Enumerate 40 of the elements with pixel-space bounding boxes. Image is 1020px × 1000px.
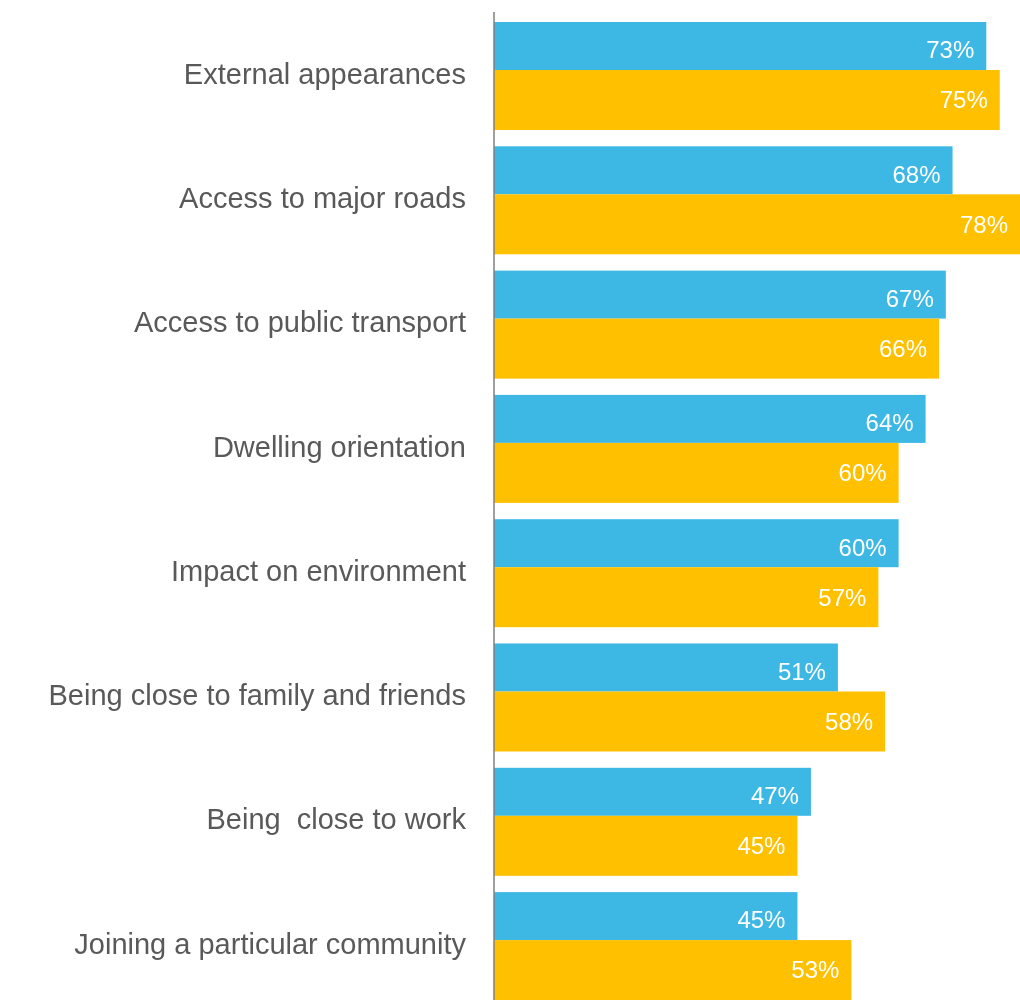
data-label: 53%: [791, 956, 840, 984]
data-label: 64%: [865, 409, 914, 437]
data-label: 66%: [879, 334, 928, 362]
bar: [494, 194, 1020, 255]
y-tick-label: Dwelling orientation: [212, 430, 466, 463]
data-label: 45%: [737, 906, 786, 934]
data-label: 47%: [750, 782, 799, 810]
bar: [494, 146, 953, 195]
data-label: 75%: [939, 86, 988, 114]
bar: [494, 270, 946, 319]
data-label: 58%: [825, 707, 874, 735]
y-tick-label: External appearances: [183, 57, 466, 90]
bar: [494, 70, 1000, 130]
bar: [494, 767, 811, 816]
data-label: 57%: [818, 583, 867, 611]
y-tick-label: Access to public transport: [133, 306, 466, 339]
data-label: 60%: [838, 459, 887, 487]
data-label: 78%: [959, 210, 1008, 238]
bar: [494, 940, 852, 1000]
data-label: 45%: [737, 832, 786, 860]
data-label: 73%: [926, 36, 975, 64]
bar: [494, 815, 798, 876]
bar: [494, 394, 926, 443]
data-label: 67%: [885, 284, 934, 312]
bar: [494, 691, 886, 752]
bar: [494, 892, 798, 941]
y-tick-label: Joining a particular community: [74, 927, 467, 960]
y-tick-label: Impact on environment: [171, 554, 466, 587]
bar: [494, 519, 899, 568]
y-tick-label: Being close to work: [206, 803, 467, 836]
data-label: 68%: [892, 160, 941, 188]
y-tick-label: Being close to family and friends: [48, 679, 466, 712]
data-label: 60%: [838, 533, 887, 561]
bar: [494, 567, 879, 628]
data-label: 51%: [777, 657, 826, 685]
y-tick-label: Access to major roads: [179, 181, 466, 214]
bar: [494, 318, 940, 379]
bar: [494, 643, 838, 692]
bar: [494, 442, 899, 503]
bar: [494, 22, 987, 70]
